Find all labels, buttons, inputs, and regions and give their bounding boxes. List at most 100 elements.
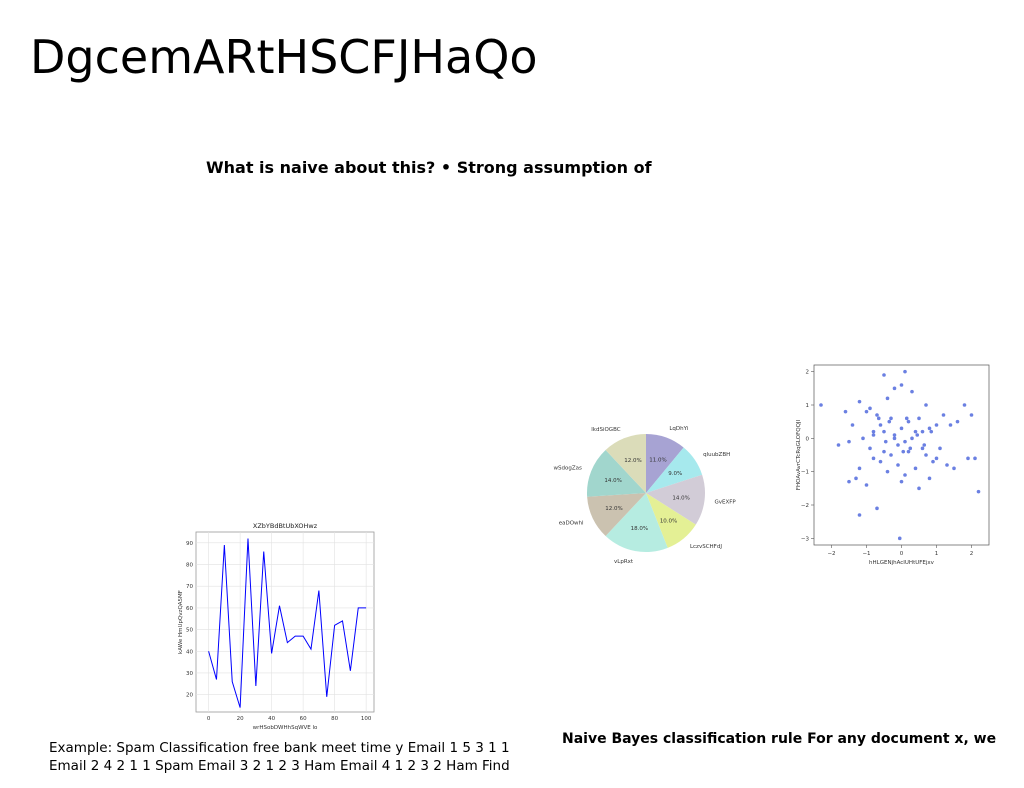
scatter-point <box>913 429 918 434</box>
pie-category-label: vLpRxt <box>614 559 634 565</box>
scatter-point <box>899 426 904 431</box>
scatter-point <box>857 513 862 517</box>
x-tick-label: −2 <box>827 551 835 557</box>
scatter-point <box>904 416 909 421</box>
x-tick-label: 100 <box>361 716 372 722</box>
scatter-point <box>920 429 925 434</box>
scatter-point <box>896 443 900 447</box>
scatter-point <box>885 469 890 474</box>
scatter-point <box>861 436 865 441</box>
pie-slice <box>605 434 646 493</box>
pie-chart: 11.0% LqDhYi 9.0% qluubZBH 14.0% GvEXFP 10.0% L… <box>554 426 737 565</box>
pie-category-label: LqDhYi <box>669 426 688 432</box>
pie-slice <box>646 493 696 548</box>
pie-category-label: LczvSCHFdJ <box>690 544 722 550</box>
scatter-point <box>882 449 886 454</box>
scatter-point <box>857 399 862 404</box>
scatter-point <box>917 416 921 421</box>
y-tick-label: 50 <box>186 628 193 634</box>
y-tick-label: 30 <box>186 671 193 677</box>
example-line-2: Email 2 4 2 1 1 Spam Email 3 2 1 2 3 Ham… <box>49 758 510 774</box>
scatter-point <box>966 456 970 461</box>
pie-category-label: qluubZBH <box>703 452 730 458</box>
slide-subtitle: What is naive about this? • Strong assum… <box>206 158 652 177</box>
line-series <box>208 538 367 708</box>
scatter-point <box>915 433 920 437</box>
scatter-point <box>896 463 900 467</box>
scatter-point <box>836 443 841 447</box>
scatter-point <box>927 476 932 481</box>
line-chart: 20 30 40 50 60 70 80 90 0 20 40 60 80 100 XZbYBdBtUbXO… <box>178 522 375 731</box>
y-tick-label: 2 <box>806 370 810 376</box>
scatter-point <box>945 463 949 467</box>
scatter-point <box>897 536 902 541</box>
y-tick-label: 0 <box>806 436 810 442</box>
x-tick-label: 40 <box>268 716 275 722</box>
scatter-point <box>889 416 893 421</box>
y-axis-label: kAWe HmUpQvzQA5MF <box>178 590 184 654</box>
scatter-point <box>906 449 911 454</box>
scatter-point <box>934 423 939 427</box>
x-tick-label: 0 <box>207 716 211 722</box>
scatter-point <box>871 433 876 437</box>
scatter-point <box>910 389 914 394</box>
scatter-point <box>868 406 872 411</box>
pie-pct-label: 14.0% <box>604 478 621 484</box>
scatter-point <box>850 423 855 427</box>
y-axis-label: FHOAvAvrCTcRqGLOFQQJI <box>796 419 802 490</box>
x-tick-label: 2 <box>970 551 974 557</box>
scatter-point <box>922 443 927 447</box>
scatter-point <box>892 386 897 391</box>
scatter-point <box>903 473 907 477</box>
pie-slice <box>646 474 705 525</box>
scatter-point <box>973 456 977 461</box>
plot-frame <box>813 364 990 546</box>
scatter-point <box>948 423 953 427</box>
scatter-point <box>962 403 967 407</box>
scatter-point <box>882 429 886 434</box>
scatter-point <box>847 439 851 444</box>
scatter-point <box>903 369 907 374</box>
slide-title: DgcemARtHSCFJHaQo <box>30 30 538 84</box>
x-tick-label: 1 <box>935 551 939 557</box>
scatter-point <box>920 446 925 451</box>
scatter-point <box>901 449 906 454</box>
scatter-point <box>969 413 974 417</box>
scatter-point <box>819 403 823 407</box>
scatter-point <box>929 429 934 434</box>
y-tick-label: 70 <box>186 584 193 590</box>
pie-category-label: lkdSiOGBC <box>591 427 620 433</box>
scatter-point <box>878 423 883 427</box>
example-line-1: Example: Spam Classification free bank m… <box>49 740 510 756</box>
y-tick-label: 60 <box>186 606 193 612</box>
scatter-point <box>892 436 897 441</box>
y-tick-label: 40 <box>186 649 193 655</box>
y-tick-label: −1 <box>801 470 809 476</box>
pie-category-label: GvEXFP <box>714 500 736 506</box>
scatter-point <box>875 413 879 417</box>
bayes-rule-text: Naive Bayes classification rule For any … <box>562 731 997 747</box>
pie-pct-label: 12.0% <box>624 458 641 464</box>
y-tick-label: −2 <box>801 503 809 509</box>
scatter-point <box>913 466 918 471</box>
x-tick-label: 0 <box>900 551 904 557</box>
scatter-point <box>924 403 928 407</box>
pie-slice <box>587 493 646 537</box>
scatter-point <box>927 426 932 431</box>
x-axis-label: wrHSobDWHhSqWVE lo <box>253 725 318 731</box>
y-tick-label: −3 <box>801 536 810 542</box>
y-tick-label: 1 <box>806 403 810 409</box>
pie-pct-label: 10.0% <box>660 518 677 524</box>
scatter-point <box>864 409 869 414</box>
y-tick-label: 80 <box>186 563 193 569</box>
scatter-point <box>910 436 914 441</box>
pie-category-label: eaDOwhl <box>559 520 584 526</box>
x-tick-label: −1 <box>862 551 870 557</box>
pie-pct-label: 14.0% <box>672 495 689 501</box>
scatter-point <box>887 419 892 424</box>
scatter-chart: −3 −2 −1 0 1 2 −2 −1 0 1 2 hHLGENjhAcIUHtUFEjxv FHOA… <box>796 364 990 566</box>
scatter-point <box>955 419 960 424</box>
pie-pct-label: 9.0% <box>668 471 682 477</box>
scatter-point <box>976 489 981 494</box>
scatter-point <box>931 459 935 464</box>
